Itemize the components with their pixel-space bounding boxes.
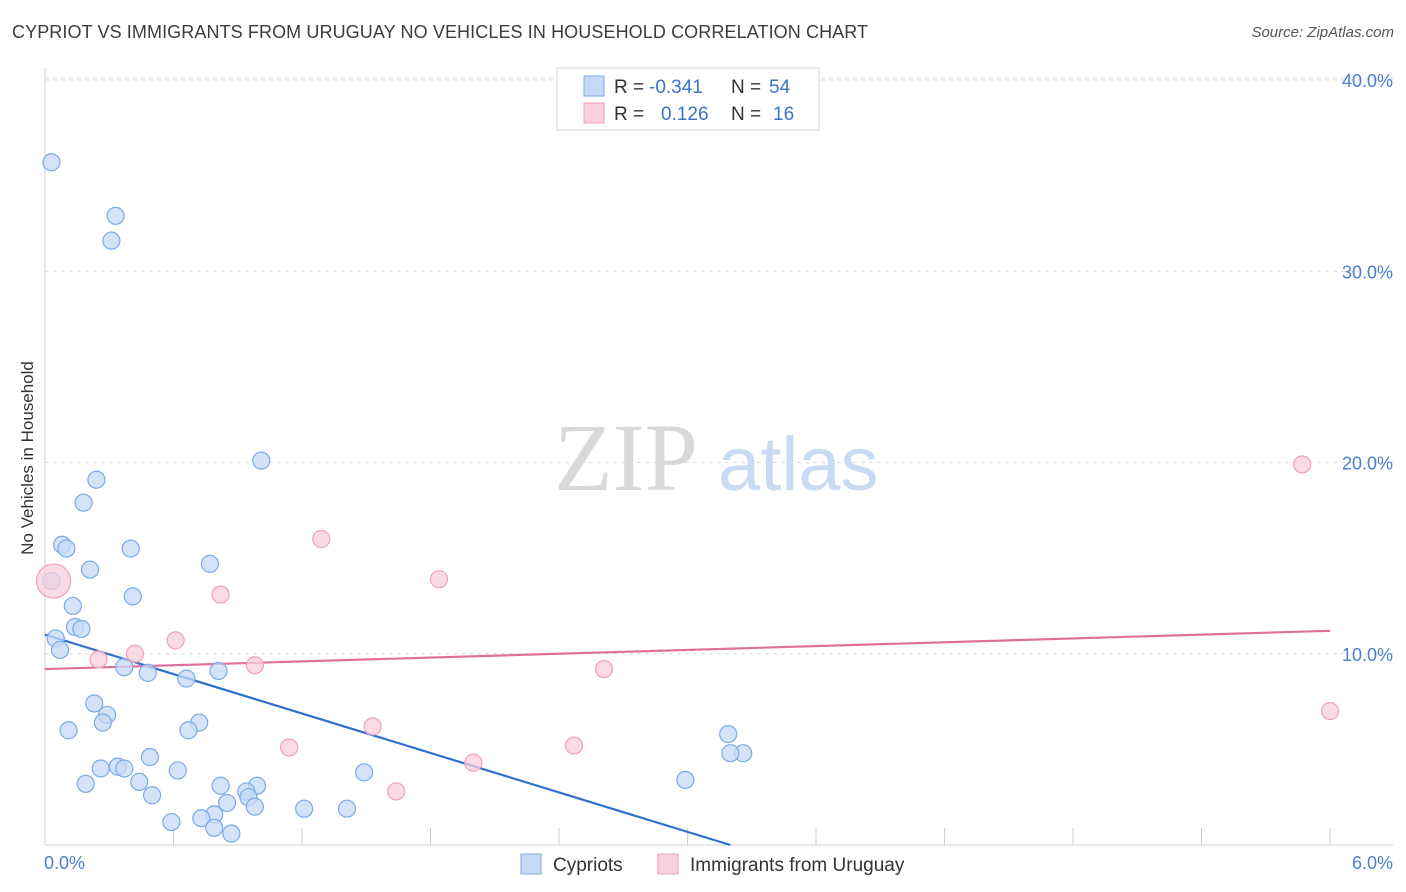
data-points [35,153,1340,843]
bottom-legend-swatch-uruguay [657,853,679,875]
point-uruguay-13 [564,736,584,755]
point-cypriots-40 [211,776,230,795]
point-uruguay-4 [35,563,72,599]
y-tick-label-1: 20.0% [1342,454,1393,474]
y-tick-label-2: 30.0% [1342,262,1393,282]
point-cypriots-26 [59,721,78,740]
y-tick-labels: 10.0% 20.0% 30.0% 40.0% [1342,71,1393,665]
trend-line-uruguay [44,629,1331,671]
legend-swatch-cypriots [583,75,605,97]
point-cypriots-31 [140,747,160,767]
gridlines [45,77,1393,655]
point-cypriots-27 [179,721,198,740]
point-cypriots-30 [721,744,740,763]
legend-n-value-1: 54 [769,77,791,98]
point-uruguay-12 [280,738,299,757]
point-cypriots-21 [177,669,196,688]
point-uruguay-1 [312,529,331,549]
point-cypriots-33 [91,759,110,778]
point-uruguay-5 [166,631,185,650]
legend-r-value-1: -0.341 [649,77,703,98]
point-uruguay-9 [594,659,614,679]
point-cypriots-47 [295,799,314,818]
bottom-legend-label-cypriots: Cypriots [553,855,623,876]
point-cypriots-38 [76,774,95,793]
point-uruguay-7 [89,650,108,669]
point-cypriots-53 [222,824,241,843]
point-cypriots-1 [106,206,125,225]
y-tick-label-3: 40.0% [1342,71,1393,91]
point-cypriots-12 [123,587,142,606]
series-legend: Cypriots Immigrants from Uruguay [520,853,905,876]
point-cypriots-8 [121,539,140,558]
point-cypriots-17 [50,640,70,660]
axes [44,68,1393,846]
watermark-zip: ZIP [554,404,698,511]
point-cypriots-35 [168,761,187,780]
point-cypriots-45 [217,793,237,813]
point-cypriots-24 [93,713,112,732]
point-cypriots-36 [355,763,374,782]
point-cypriots-51 [162,812,181,832]
legend-n-value-2: 16 [773,104,794,125]
point-uruguay-10 [1320,702,1340,721]
legend-n-label-2: N = [731,104,761,125]
legend-n-label-1: N = [731,77,761,98]
x-tick-labels: 0.0% 6.0% [44,853,1393,873]
x-tick-label-max: 6.0% [1352,853,1393,873]
point-cypriots-46 [245,797,264,816]
chart-title: CYPRIOT VS IMMIGRANTS FROM URUGUAY NO VE… [12,22,869,42]
source-label: Source: ZipAtlas.com [1251,24,1394,41]
point-uruguay-15 [387,782,406,801]
trend-lines [44,629,1331,847]
point-cypriots-3 [252,451,271,470]
point-cypriots-34 [115,759,134,778]
point-cypriots-2 [102,231,121,250]
point-cypriots-7 [57,539,76,558]
point-cypriots-5 [74,493,93,512]
legend-r-value-2: 0.126 [661,104,709,125]
point-cypriots-13 [63,596,82,616]
point-uruguay-14 [464,753,483,772]
point-cypriots-20 [209,661,228,681]
point-cypriots-4 [87,470,106,489]
legend-r-label-1: R = [614,77,644,98]
point-cypriots-52 [205,818,224,837]
point-cypriots-50 [192,809,211,828]
point-cypriots-0 [42,153,61,172]
point-cypriots-9 [200,554,220,573]
legend-r-label-2: R = [614,104,644,125]
bottom-legend-swatch-cypriots [520,853,542,875]
point-cypriots-39 [130,772,149,791]
point-uruguay-6 [125,644,145,663]
y-tick-label-0: 10.0% [1342,645,1393,665]
bottom-legend-label-uruguay: Immigrants from Uruguay [690,855,905,876]
point-uruguay-8 [245,656,264,675]
point-cypriots-22 [85,694,104,713]
point-cypriots-19 [138,663,157,682]
point-uruguay-11 [363,717,382,736]
legend-swatch-uruguay [583,102,605,124]
point-cypriots-15 [72,619,91,638]
point-uruguay-2 [429,570,449,589]
point-cypriots-18 [115,658,134,677]
x-tick-label-min: 0.0% [44,853,85,873]
watermark-atlas: atlas [718,422,879,507]
point-cypriots-28 [719,724,738,744]
point-cypriots-43 [142,786,162,805]
stats-legend: R = -0.341 N = 54 R = 0.126 N = 16 [556,67,820,131]
point-cypriots-37 [676,770,695,790]
trend-line-cypriots [44,633,731,847]
watermark: ZIP atlas [554,404,879,511]
point-cypriots-48 [337,799,357,818]
point-uruguay-0 [1293,455,1312,474]
point-cypriots-10 [80,560,100,579]
point-uruguay-3 [211,585,230,604]
